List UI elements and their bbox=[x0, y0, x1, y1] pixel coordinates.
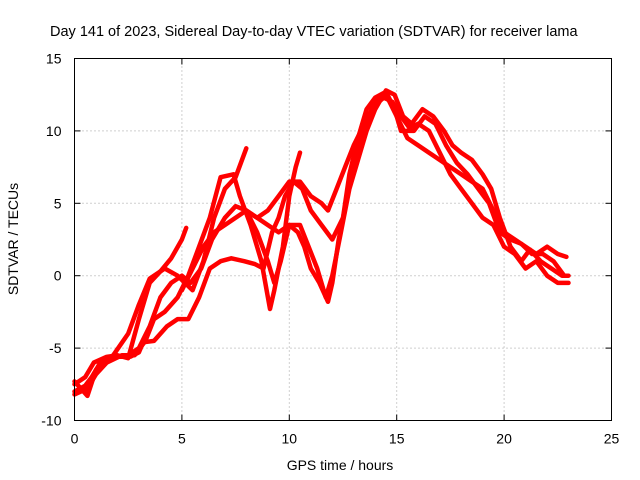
y-tick-label: 10 bbox=[46, 123, 62, 139]
y-axis-label: SDTVAR / TECUs bbox=[5, 183, 21, 295]
x-tick-label: 15 bbox=[389, 431, 405, 447]
plot-frame bbox=[74, 58, 612, 421]
x-tick-label: 25 bbox=[604, 431, 620, 447]
x-tick-label: 10 bbox=[282, 431, 298, 447]
chart-title: Day 141 of 2023, Sidereal Day-to-day VTE… bbox=[50, 24, 579, 40]
series-day-7 bbox=[244, 88, 571, 300]
y-tick-label: 15 bbox=[46, 51, 62, 67]
x-tick-label: 20 bbox=[496, 431, 512, 447]
grid bbox=[74, 58, 612, 421]
x-tick-label: 5 bbox=[178, 431, 186, 447]
y-tick-label: -10 bbox=[41, 413, 61, 429]
series-day-4 bbox=[72, 89, 567, 399]
ticks: 0 5 10 15 20 25 -10 -5 0 5 10 15 bbox=[41, 51, 619, 447]
y-tick-label: -5 bbox=[49, 340, 62, 356]
x-tick-label: 0 bbox=[71, 431, 79, 447]
series-day-1 bbox=[72, 225, 189, 387]
y-tick-label: 5 bbox=[54, 195, 62, 211]
x-axis-label: GPS time / hours bbox=[287, 457, 394, 473]
y-tick-label: 0 bbox=[54, 268, 62, 284]
plot-area bbox=[72, 88, 571, 399]
